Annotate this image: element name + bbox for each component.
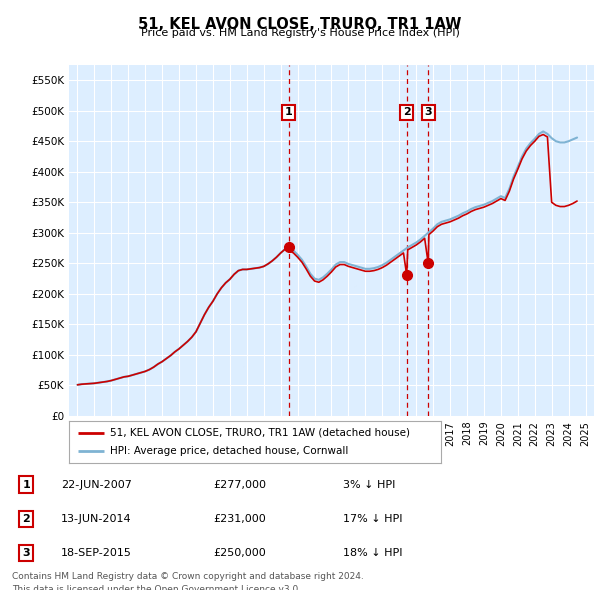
Text: HPI: Average price, detached house, Cornwall: HPI: Average price, detached house, Corn… xyxy=(110,446,348,456)
Text: 1: 1 xyxy=(285,107,293,117)
Text: 18% ↓ HPI: 18% ↓ HPI xyxy=(343,548,403,558)
Text: 51, KEL AVON CLOSE, TRURO, TR1 1AW: 51, KEL AVON CLOSE, TRURO, TR1 1AW xyxy=(139,17,461,31)
Text: 17% ↓ HPI: 17% ↓ HPI xyxy=(343,514,403,524)
Text: 3% ↓ HPI: 3% ↓ HPI xyxy=(343,480,395,490)
Text: 13-JUN-2014: 13-JUN-2014 xyxy=(61,514,131,524)
Text: 2: 2 xyxy=(23,514,30,524)
Text: This data is licensed under the Open Government Licence v3.0.: This data is licensed under the Open Gov… xyxy=(12,585,301,590)
Text: £277,000: £277,000 xyxy=(214,480,266,490)
Text: 1: 1 xyxy=(23,480,30,490)
Text: 18-SEP-2015: 18-SEP-2015 xyxy=(61,548,132,558)
Text: 3: 3 xyxy=(23,548,30,558)
Text: 51, KEL AVON CLOSE, TRURO, TR1 1AW (detached house): 51, KEL AVON CLOSE, TRURO, TR1 1AW (deta… xyxy=(110,428,410,438)
Text: £250,000: £250,000 xyxy=(214,548,266,558)
Text: Price paid vs. HM Land Registry's House Price Index (HPI): Price paid vs. HM Land Registry's House … xyxy=(140,28,460,38)
Text: 2: 2 xyxy=(403,107,410,117)
Text: Contains HM Land Registry data © Crown copyright and database right 2024.: Contains HM Land Registry data © Crown c… xyxy=(12,572,364,581)
Text: 22-JUN-2007: 22-JUN-2007 xyxy=(61,480,132,490)
Text: 3: 3 xyxy=(424,107,432,117)
Text: £231,000: £231,000 xyxy=(214,514,266,524)
